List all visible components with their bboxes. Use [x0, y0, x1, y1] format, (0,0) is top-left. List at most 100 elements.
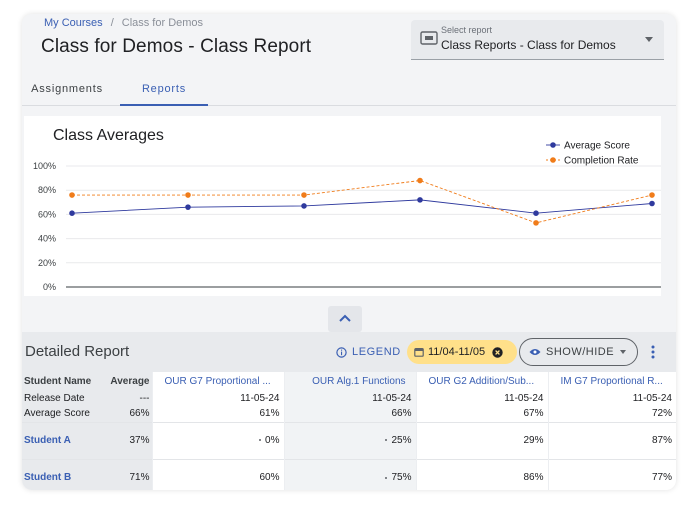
- legend-label: Completion Rate: [564, 156, 639, 167]
- table-cell: 66%: [283, 406, 416, 422]
- chart-title: Class Averages: [53, 127, 164, 144]
- table-cell: 61%: [151, 406, 284, 422]
- column-header-assignment[interactable]: IM G7 Proportional R...: [547, 372, 676, 390]
- table-cell: 37%: [102, 421, 152, 459]
- info-icon: [336, 346, 347, 358]
- collapse-chart-button[interactable]: [328, 306, 362, 332]
- detailed-report-toolbar: Detailed Report LEGEND 11/04-11/05: [22, 332, 676, 372]
- report-select-label: Select report: [441, 25, 493, 35]
- y-tick-label: 40%: [38, 234, 56, 244]
- status-dot: [385, 476, 388, 479]
- date-range-text: 11/04-11/05: [428, 346, 486, 358]
- more-options-icon[interactable]: [648, 343, 658, 361]
- chart-legend: Average Score Completion Rate: [546, 141, 639, 167]
- table-cell: ---: [102, 390, 152, 406]
- report-select-value: Class Reports - Class for Demos: [441, 38, 616, 52]
- detailed-report-title: Detailed Report: [25, 343, 130, 360]
- breadcrumb: My Courses / Class for Demos: [44, 17, 203, 29]
- data-point: [417, 197, 423, 203]
- column-header-assignment[interactable]: OUR Alg.1 Functions: [283, 372, 416, 390]
- row-label: Release Date: [22, 390, 102, 406]
- breadcrumb-separator: /: [110, 17, 114, 29]
- page-header: My Courses / Class for Demos Class for D…: [22, 14, 676, 82]
- legend-marker: [550, 157, 556, 163]
- eye-icon: [529, 349, 541, 355]
- data-point: [185, 204, 191, 210]
- column-header-student-name: Student Name: [22, 372, 102, 390]
- table-cell[interactable]: 60%: [151, 458, 284, 490]
- tab-reports[interactable]: Reports: [120, 82, 208, 106]
- table-cell[interactable]: 29%: [415, 421, 548, 459]
- show-hide-button[interactable]: SHOW/HIDE: [519, 338, 638, 366]
- table-cell[interactable]: 86%: [415, 458, 548, 490]
- table-cell[interactable]: 25%: [283, 421, 416, 459]
- table-cell: 71%: [102, 458, 152, 490]
- data-point: [649, 200, 655, 207]
- column-header-assignment[interactable]: OUR G7 Proportional ...: [151, 372, 284, 390]
- dropdown-caret-icon: [620, 350, 627, 354]
- table-cell: 11-05-24: [283, 390, 416, 406]
- class-report-card: My Courses / Class for Demos Class for D…: [22, 14, 676, 490]
- series-line: [71, 199, 653, 214]
- table-cell: 72%: [547, 406, 676, 422]
- slideshow-icon: [420, 31, 438, 45]
- data-point: [185, 192, 191, 198]
- table-cell: 11-05-24: [151, 390, 284, 406]
- data-point: [301, 192, 307, 198]
- status-dot: [385, 439, 388, 442]
- y-tick-label: 60%: [38, 209, 56, 219]
- student-name-link[interactable]: Student A: [24, 435, 71, 446]
- table-cell: 67%: [415, 406, 548, 422]
- y-tick-label: 80%: [38, 185, 56, 195]
- legend-marker: [550, 142, 556, 148]
- column-header-average: Average: [102, 372, 152, 390]
- tab-assignments[interactable]: Assignments: [31, 83, 103, 95]
- table-header-row: Student Name Average OUR G7 Proportional…: [22, 372, 676, 390]
- table-cell: 11-05-24: [415, 390, 548, 406]
- chart-y-ticks: 100% 80% 60% 40% 20% 0%: [33, 161, 56, 292]
- table-cell[interactable]: 0%: [151, 421, 284, 459]
- show-hide-label: SHOW/HIDE: [546, 346, 615, 358]
- row-label: Average Score: [22, 406, 102, 422]
- table-cell[interactable]: 77%: [547, 458, 676, 490]
- y-tick-label: 100%: [33, 161, 56, 171]
- data-point: [69, 210, 75, 216]
- table-cell[interactable]: 75%: [283, 458, 416, 490]
- status-dot: [259, 439, 262, 442]
- breadcrumb-my-courses[interactable]: My Courses: [44, 17, 103, 29]
- chart-grid: [66, 165, 661, 288]
- chart-canvas: Class Averages 100% 80% 60% 40% 20% 0% Averag…: [33, 127, 661, 292]
- legend-button-label: LEGEND: [352, 346, 401, 358]
- table-cell[interactable]: 87%: [547, 421, 676, 459]
- table-cell: 66%: [102, 406, 152, 422]
- chart-series: [69, 177, 655, 226]
- class-averages-chart: Class Averages 100% 80% 60% 40% 20% 0% Averag…: [24, 116, 661, 296]
- dropdown-caret-icon: [645, 37, 653, 42]
- average-score-row: Average Score 66% 61% 66% 67% 72%: [22, 406, 676, 422]
- data-point: [69, 192, 75, 198]
- detailed-report-table: Student Name Average OUR G7 Proportional…: [22, 372, 676, 490]
- data-point: [533, 220, 539, 226]
- data-point: [301, 203, 307, 209]
- y-tick-label: 0%: [43, 282, 56, 292]
- date-range-chip[interactable]: 11/04-11/05: [407, 340, 517, 364]
- series-line: [72, 180, 653, 224]
- report-select[interactable]: Select report Class Reports - Class for …: [411, 20, 664, 60]
- legend-button[interactable]: LEGEND: [336, 343, 401, 361]
- legend-label: Average Score: [564, 141, 630, 152]
- clear-date-icon[interactable]: [492, 346, 503, 358]
- table-row: Student B 71% 60% 75% 86% 77%: [22, 458, 676, 490]
- data-point: [649, 192, 655, 198]
- chevron-up-icon: [339, 314, 351, 322]
- calendar-icon: [414, 348, 424, 357]
- tab-bar: Assignments Reports: [22, 82, 676, 106]
- breadcrumb-current: Class for Demos: [121, 17, 204, 29]
- data-point: [533, 210, 539, 216]
- y-tick-label: 20%: [38, 258, 56, 268]
- page-title: Class for Demos - Class Report: [41, 36, 312, 57]
- column-header-assignment[interactable]: OUR G2 Addition/Sub...: [415, 372, 548, 390]
- table-row: Student A 37% 0% 25% 29% 87%: [22, 421, 676, 459]
- data-point: [417, 177, 423, 184]
- student-name-link[interactable]: Student B: [24, 472, 72, 484]
- table-cell: 11-05-24: [547, 390, 676, 406]
